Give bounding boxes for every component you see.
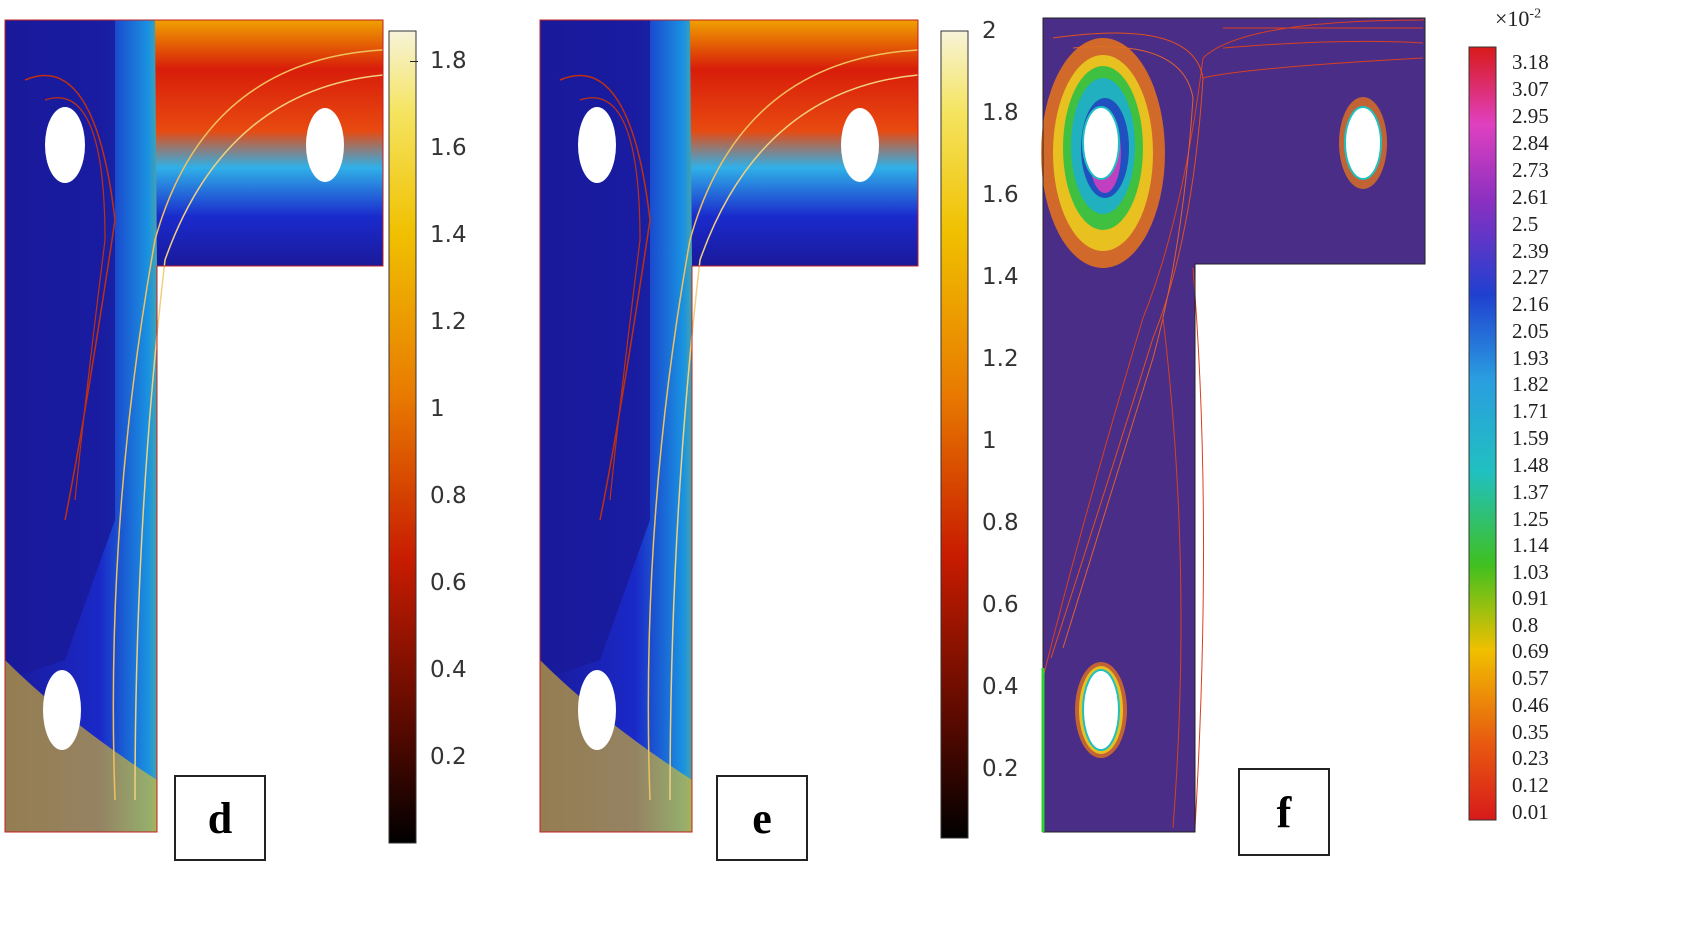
cylinder-e-1 (578, 107, 616, 183)
colorbar-f-tick: 1.14 (1512, 533, 1549, 557)
colorbar-f-tick: 1.03 (1512, 560, 1549, 584)
colorbar-f-tick: 0.35 (1512, 720, 1549, 744)
colorbar-f-tick: 1.37 (1512, 480, 1549, 504)
colorbar-e-tick: 1 (982, 428, 997, 454)
colorbar-e-tick: 0.4 (982, 674, 1019, 700)
panel-label-f: f (1238, 768, 1330, 856)
colorbar-f (1468, 46, 1497, 821)
colorbar-d-tick: 0.4 (430, 657, 467, 683)
colorbar-f-tick: 1.25 (1512, 507, 1549, 531)
colorbar-f-tick: 1.71 (1512, 399, 1549, 423)
colorbar-f-tick: 2.16 (1512, 292, 1549, 316)
colorbar-f-tick: 2.5 (1512, 212, 1539, 236)
colorbar-d-tick: 1.6 (430, 135, 467, 161)
cylinder-f-1 (1082, 106, 1120, 180)
colorbar-f-tick: 1.82 (1512, 372, 1549, 396)
colorbar-d-tick: 1.2 (430, 309, 467, 335)
panel-label-e: e (716, 775, 808, 861)
colorbar-d-tick: 0.6 (430, 570, 467, 596)
colorbar-e (940, 30, 969, 839)
colorbar-d-tick: 0.2 (430, 744, 467, 770)
cylinder-e-3 (578, 670, 616, 750)
panel-d-velocity-field (4, 19, 384, 833)
cylinder-d-3 (43, 670, 81, 750)
colorbar-e-tick: 0.2 (982, 756, 1019, 782)
colorbar-f-tick: 1.93 (1512, 346, 1549, 370)
colorbar-d-tick: 0.8 (430, 483, 467, 509)
colorbar-f-tick: 2.95 (1512, 104, 1549, 128)
colorbar-e-tick: 1.2 (982, 346, 1019, 372)
colorbar-f-tick: 0.57 (1512, 666, 1549, 690)
colorbar-f-tick: 0.12 (1512, 773, 1549, 797)
colorbar-f-tick: 0.91 (1512, 586, 1549, 610)
colorbar-f-tick: 2.05 (1512, 319, 1549, 343)
cylinder-f-3 (1082, 669, 1120, 751)
colorbar-e-tick: 1.6 (982, 182, 1019, 208)
colorbar-f-tick: 2.61 (1512, 185, 1549, 209)
colorbar-f-tick: 2.73 (1512, 158, 1549, 182)
colorbar-f-tick: 0.23 (1512, 746, 1549, 770)
panel-e-velocity-field (539, 19, 919, 833)
colorbar-f-tick: 1.48 (1512, 453, 1549, 477)
colorbar-f-tick: 2.27 (1512, 265, 1549, 289)
colorbar-d-tick: 1.8 (430, 48, 467, 74)
colorbar-f-tick: 2.84 (1512, 131, 1549, 155)
colorbar-f-tick: 2.39 (1512, 239, 1549, 263)
colorbar-e-tick: 1.4 (982, 264, 1019, 290)
cylinder-d-1 (45, 107, 85, 183)
colorbar-f-tick: 3.07 (1512, 77, 1549, 101)
panel-label-d: d (174, 775, 266, 861)
colorbar-d-tick: 1 (430, 396, 445, 422)
panel-f-contour-field (1041, 17, 1426, 833)
colorbar-f-tick: 0.01 (1512, 800, 1549, 824)
colorbar-d (388, 30, 417, 844)
colorbar-e-tick: 0.6 (982, 592, 1019, 618)
colorbar-f-tick: 1.59 (1512, 426, 1549, 450)
colorbar-f-tick: 3.18 (1512, 50, 1549, 74)
colorbar-f-tick: 0.46 (1512, 693, 1549, 717)
cylinder-d-2 (306, 108, 344, 182)
colorbar-f-tick: 0.8 (1512, 613, 1539, 637)
colorbar-e-tick: 2 (982, 18, 997, 44)
colorbar-e-tick: 0.8 (982, 510, 1019, 536)
colorbar-f-tick: 0.69 (1512, 639, 1549, 663)
colorbar-f-multiplier: ×10-2 (1495, 6, 1542, 31)
colorbar-d-tick: 1.4 (430, 222, 467, 248)
colorbar-e-tick: 1.8 (982, 100, 1019, 126)
cylinder-f-2 (1344, 106, 1382, 180)
cylinder-e-2 (841, 108, 879, 182)
